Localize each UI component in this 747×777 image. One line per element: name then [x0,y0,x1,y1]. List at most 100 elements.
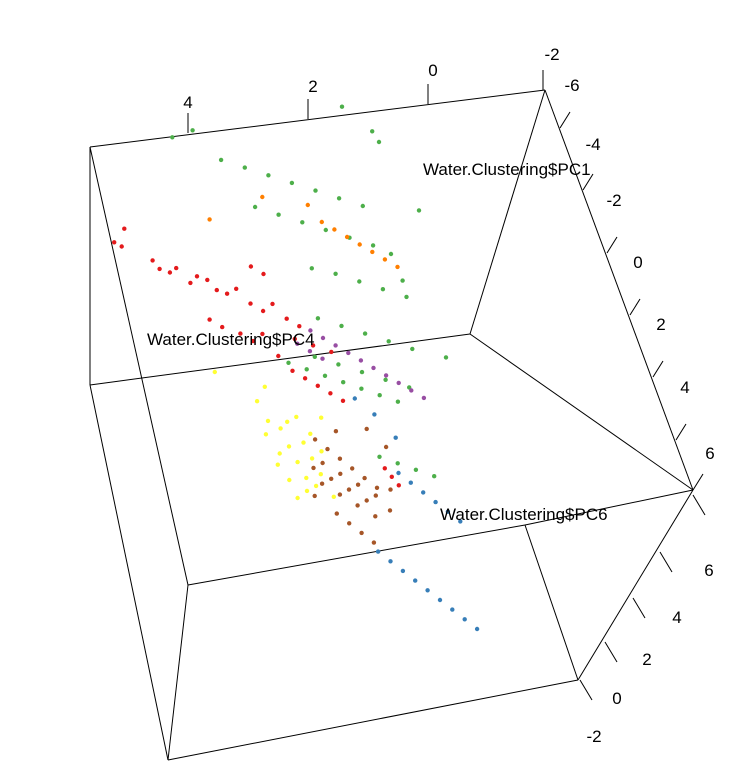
box-edge [524,524,579,681]
data-point [377,393,382,398]
tick-mark [629,298,641,316]
data-point [370,129,375,134]
data-point [357,279,362,284]
data-point [276,212,281,217]
box-edge [469,333,694,491]
data-point [289,180,295,186]
data-point [370,243,376,248]
data-point [319,219,324,225]
axis-label-pc4: Water.Clustering$PC4 [147,330,315,349]
data-point [242,165,247,170]
box-edge [577,489,694,681]
data-point [344,234,350,240]
data-point [305,202,310,208]
tick-label-pc1: 4 [680,378,689,397]
axis-label-pc6: Water.Clustering$PC6 [440,505,608,524]
tick-mark [692,494,706,516]
data-point [395,461,400,466]
data-point [357,242,362,247]
data-point [119,244,124,249]
data-point [310,343,316,348]
plot-box [89,89,694,761]
data-point [396,470,401,476]
data-point [325,446,330,452]
data-point [286,444,292,449]
tick-label-pc1: -4 [585,135,600,154]
box-edge [89,89,546,148]
tick-label-pc1: 2 [656,315,665,334]
data-point [312,437,318,442]
data-point [295,341,300,346]
data-point [339,104,345,109]
data-point [276,353,281,359]
data-point [336,196,342,201]
data-point [362,331,368,336]
data-point [360,203,365,209]
data-point [374,485,380,490]
data-point [389,474,394,479]
tick-marks [187,70,706,701]
data-point [338,471,343,476]
data-point [425,588,430,593]
data-point [347,521,352,526]
tick-mark [606,236,618,254]
data-point [386,339,391,344]
data-point [218,157,224,163]
tick-mark [582,173,594,191]
data-point [373,493,378,498]
tick-label-pc4: 2 [308,77,317,96]
data-point [254,399,260,404]
data-point [346,487,352,492]
data-point [393,435,398,440]
data-point [408,480,413,485]
data-point [307,349,313,354]
data-point [404,294,409,300]
data-point [332,227,337,232]
data-point [275,462,280,467]
data-point [376,139,382,145]
data-point [416,208,422,213]
data-point [262,384,267,389]
data-point [294,414,299,420]
data-point [295,459,300,465]
data-point [248,301,253,306]
data-point [174,265,179,271]
data-point [359,530,364,536]
data-point [295,495,300,501]
data-point [292,336,297,342]
data-point [445,509,451,514]
data-point [322,373,328,378]
data-point [359,369,365,375]
data-point [313,188,318,193]
box-edge [167,584,189,761]
data-point [313,483,319,489]
data-point [260,194,265,200]
data-point [150,258,155,263]
data-point [285,419,290,424]
data-point [270,301,275,307]
data-point [311,465,316,471]
box-edge [167,679,579,761]
data-point [341,380,346,385]
data-point [319,481,325,486]
data-point [421,490,426,495]
data-point [336,362,341,367]
data-point [263,432,269,437]
data-point [337,492,343,497]
tick-label-pc6: -2 [586,727,601,746]
data-point [373,514,378,519]
data-point [396,380,401,386]
data-point [421,395,427,401]
data-point [319,449,324,454]
data-point [320,335,326,341]
data-point [250,338,256,344]
data-point [443,355,449,360]
tick-label-pc1: -6 [564,76,579,95]
data-point [346,350,351,356]
data-point [308,328,313,333]
box-edge [469,89,546,335]
data-point [382,257,388,262]
data-point [432,474,437,479]
tick-mark [632,597,646,619]
